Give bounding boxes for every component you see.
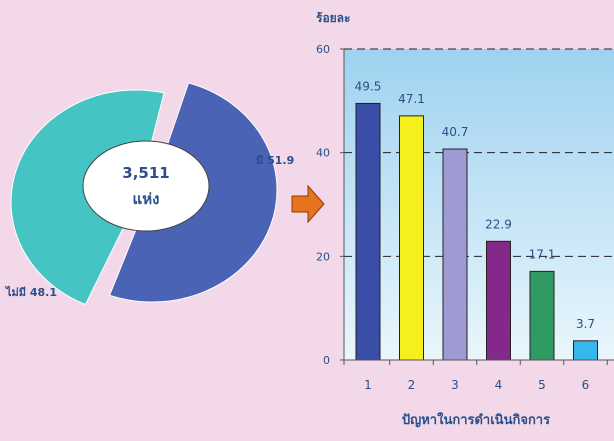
bar-5: [529, 270, 555, 361]
bar-value-label: 22.9: [485, 217, 512, 231]
y-tick-label: 0: [323, 354, 330, 367]
donut-center: [82, 140, 210, 232]
y-tick-label: 40: [316, 147, 330, 160]
y-axis-title: ร้อยละ: [316, 11, 350, 25]
x-tick-label: 3: [451, 378, 459, 392]
right-arrow-icon: [291, 184, 325, 224]
x-tick-label: 1: [364, 378, 372, 392]
bar-value-label: 3.7: [576, 317, 595, 331]
bar-value-label: 17.1: [529, 247, 556, 261]
bars: [355, 102, 598, 361]
bar-6: [573, 340, 598, 361]
plot-area: [344, 49, 614, 360]
bar-value-label: 49.5: [355, 79, 382, 93]
slice-label-have: มี 51.9: [256, 154, 294, 167]
donut-center-count: 3,511: [122, 164, 169, 182]
value-labels: 49.5 47.1 40.7 22.9 17.1 3.7: [355, 79, 595, 330]
x-axis-title: ปัญหาในการดำเนินกิจการ: [402, 411, 550, 428]
y-tick-label: 60: [316, 43, 330, 56]
x-tick-labels: 1 2 3 4 5 6: [343, 360, 608, 392]
donut-center-unit: แห่ง: [133, 190, 160, 208]
y-tick-labels: 0 20 40 60: [316, 43, 344, 367]
bar-2: [399, 115, 424, 361]
bar-value-label: 40.7: [442, 125, 469, 139]
bar-1: [355, 102, 381, 361]
bar-chart: 49.5 47.1 40.7 22.9 17.1 3.7 0 20 40 60 1 2 3 4 5 6 ร…: [316, 11, 614, 428]
bar-3: [442, 148, 468, 361]
x-tick-label: 5: [538, 378, 546, 392]
bar-4: [486, 240, 511, 361]
x-tick-label: 6: [582, 378, 590, 392]
slice-label-not-have: ไม่มี 48.1: [4, 285, 57, 299]
x-tick-label: 4: [495, 378, 503, 392]
x-tick-label: 2: [408, 378, 416, 392]
donut-chart: 3,511 แห่ง มี 51.9 ไม่มี 48.1: [4, 82, 294, 306]
gridlines: [344, 48, 614, 257]
bar-value-label: 47.1: [398, 92, 425, 106]
y-tick-label: 20: [316, 250, 330, 263]
